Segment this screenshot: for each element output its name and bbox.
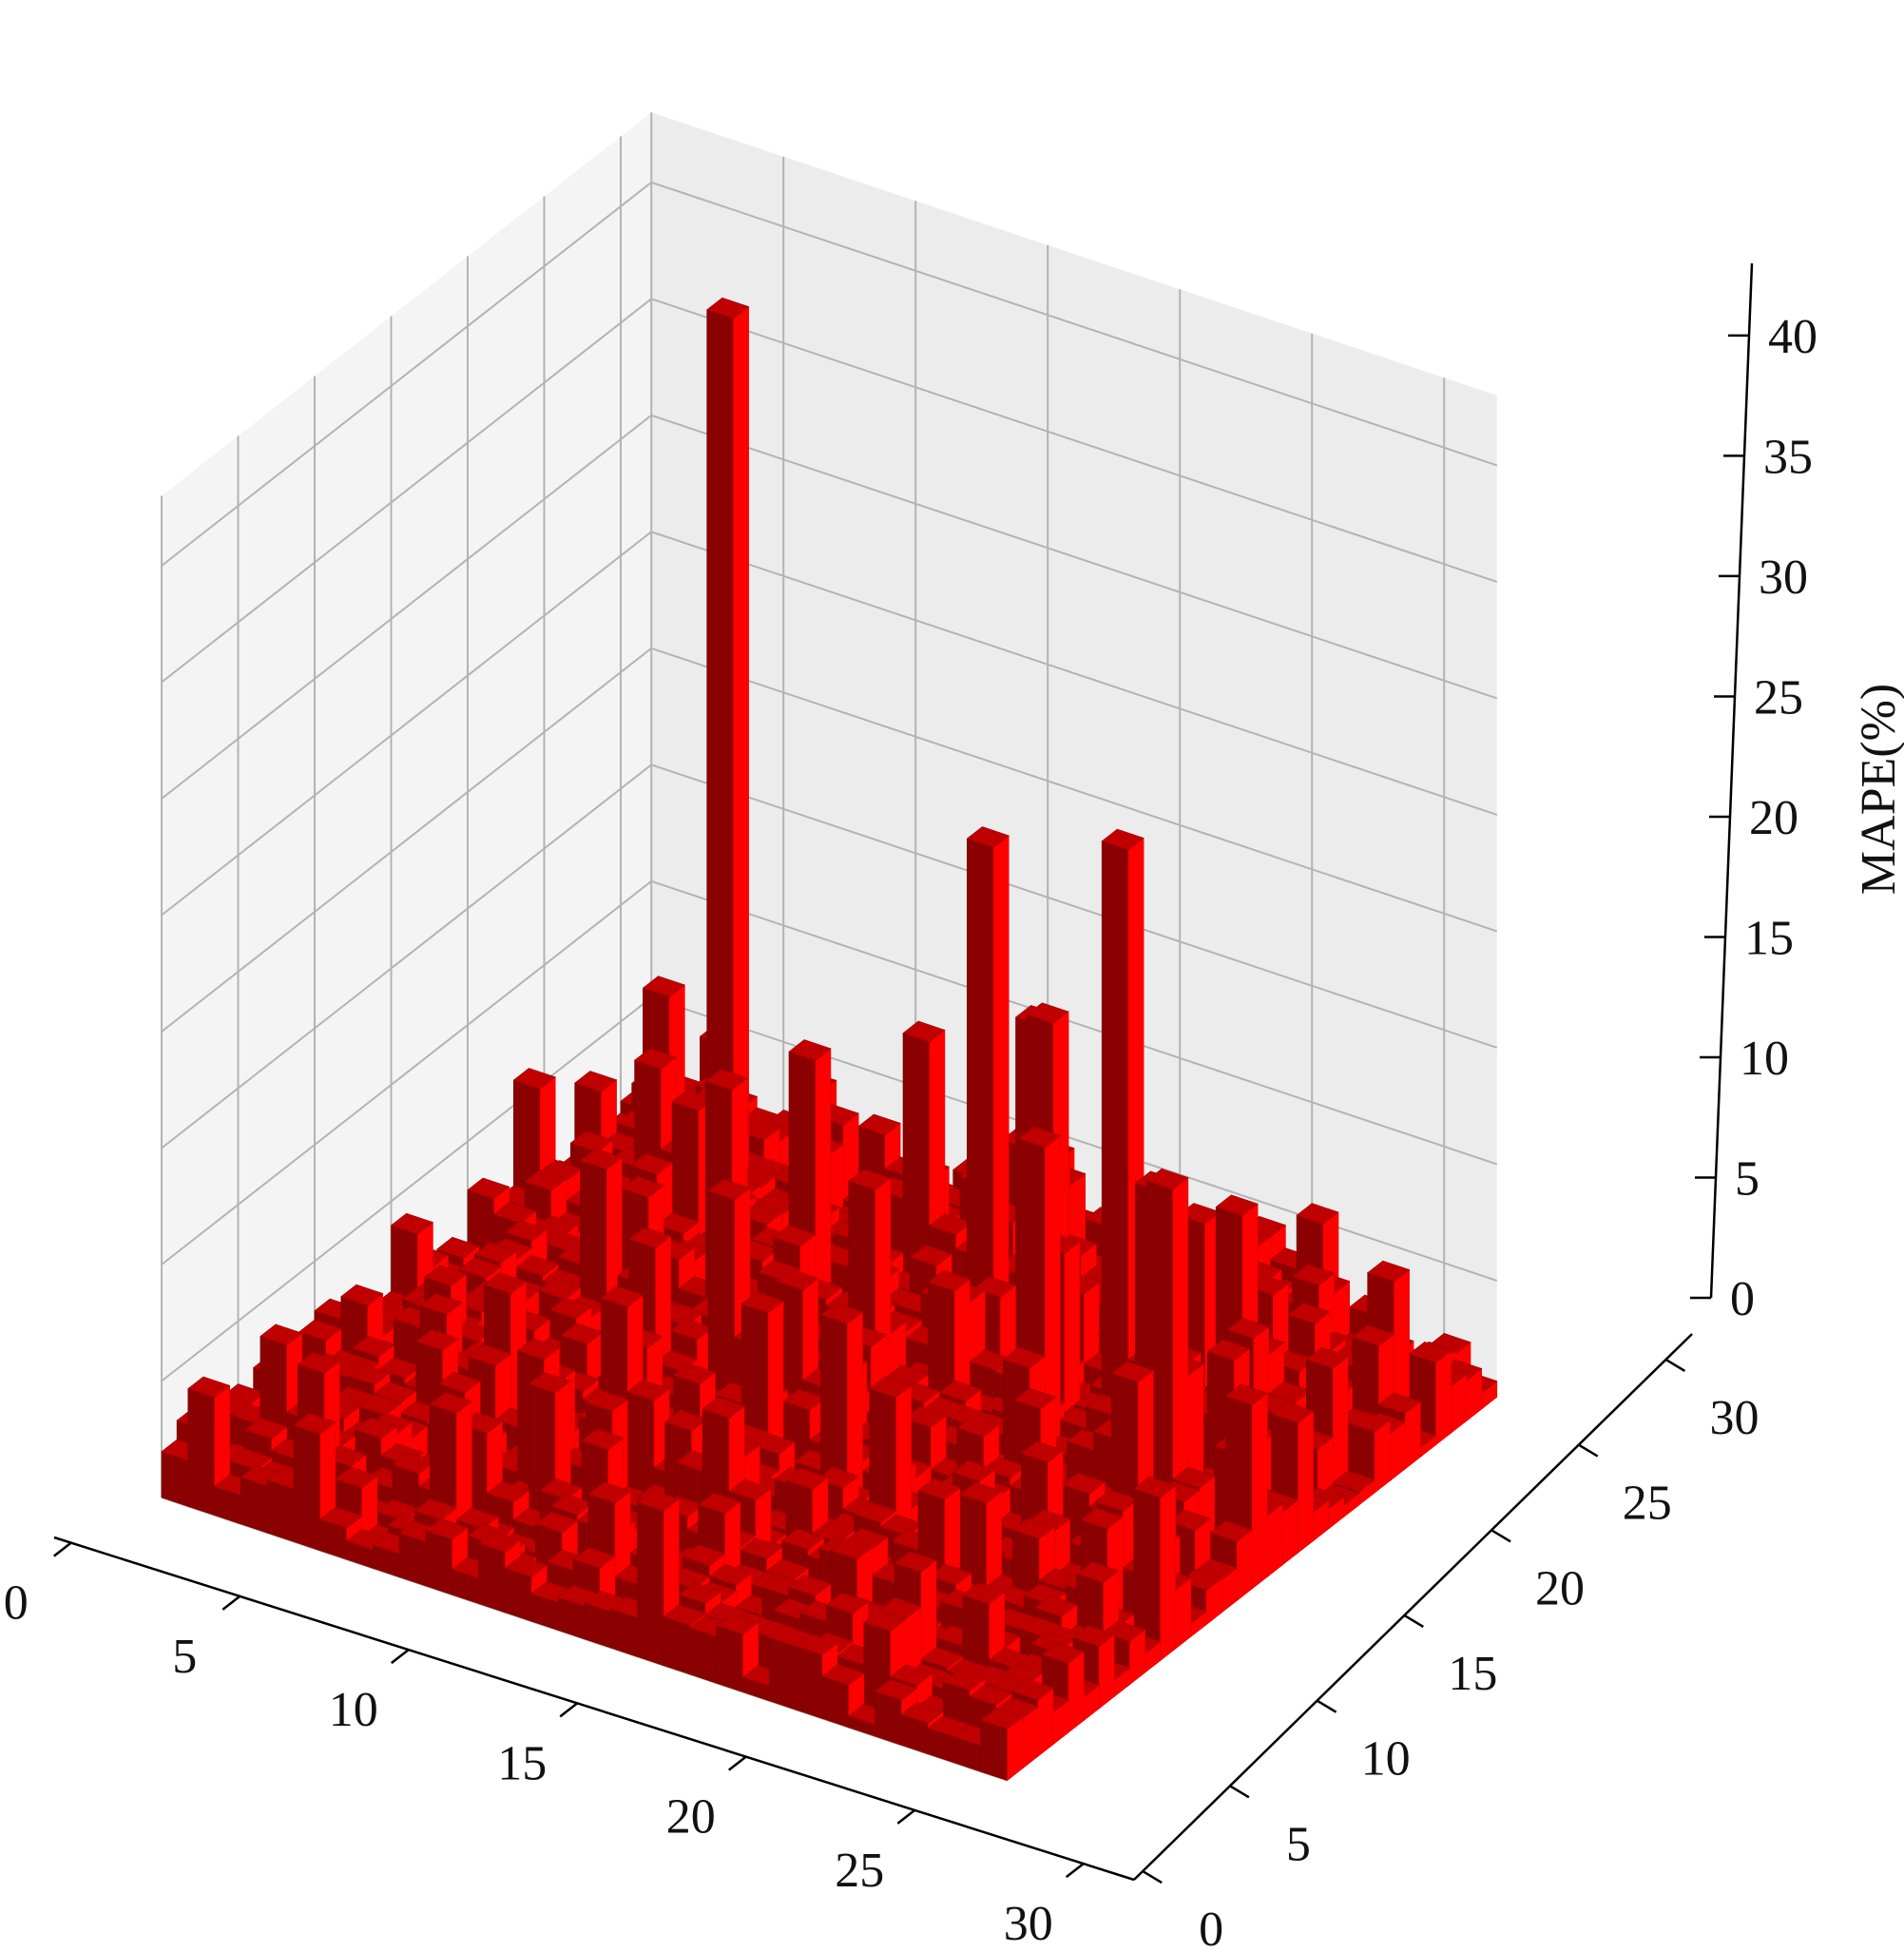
x-tick xyxy=(390,1649,410,1665)
z-axis-line xyxy=(1709,262,1754,1299)
z-axis-label: MAPE(%) xyxy=(1852,684,1904,895)
y-tick xyxy=(1142,1869,1163,1884)
x-tick-label: 25 xyxy=(835,1844,884,1898)
back-gridline-z xyxy=(650,531,1498,816)
x-tick xyxy=(1065,1863,1085,1879)
left-gridline-z xyxy=(161,182,652,567)
back-gridline-z xyxy=(650,298,1498,583)
x-tick-label: 10 xyxy=(329,1683,378,1737)
x-tick xyxy=(221,1594,241,1611)
x-tick xyxy=(727,1755,747,1771)
z-tick-label: 20 xyxy=(1749,791,1798,845)
left-gridline-z xyxy=(161,996,652,1382)
bar xyxy=(1133,1476,1177,1662)
bar xyxy=(706,297,750,1228)
y-tick-label: 20 xyxy=(1535,1561,1585,1615)
x-axis-line xyxy=(53,1536,1135,1882)
back-gridline-z xyxy=(650,763,1498,1049)
y-tick xyxy=(1403,1614,1424,1629)
z-tick-label: 25 xyxy=(1754,670,1803,725)
z-tick-label: 35 xyxy=(1763,430,1813,484)
bar xyxy=(966,826,1010,1349)
x-tick xyxy=(896,1808,916,1825)
back-gridline-z xyxy=(650,647,1498,933)
bars-group xyxy=(161,297,1498,1782)
left-gridline-z xyxy=(161,880,652,1266)
x-tick-label: 15 xyxy=(497,1736,547,1790)
z-tick-label: 40 xyxy=(1768,310,1817,364)
x-tick xyxy=(52,1541,72,1557)
y-tick xyxy=(1491,1529,1511,1543)
y-tick-label: 10 xyxy=(1361,1732,1411,1787)
left-gridline-z xyxy=(161,531,652,917)
y-tick xyxy=(1664,1358,1686,1372)
bar xyxy=(980,1708,1024,1782)
axes-group xyxy=(52,262,1754,1884)
bar xyxy=(1101,828,1144,1480)
y-tick xyxy=(1316,1699,1337,1713)
back-pane xyxy=(651,112,1497,1398)
left-gridline-z xyxy=(161,647,652,1033)
tick-labels: 0 5 10 15 20 25 30 0 5 10 15 20 25 30 0 5 10 15 20 25 30 35 40 xyxy=(4,310,1817,1952)
x-tick xyxy=(559,1702,579,1718)
z-tick-label: 10 xyxy=(1740,1032,1789,1086)
y-tick-label: 30 xyxy=(1709,1391,1759,1445)
y-tick-label: 0 xyxy=(1199,1903,1223,1952)
left-gridline-z xyxy=(161,298,652,684)
z-tick-label: 30 xyxy=(1759,551,1808,605)
back-gridline-z xyxy=(650,181,1498,467)
back-gridline-z xyxy=(650,414,1498,700)
z-tick-label: 5 xyxy=(1735,1151,1760,1206)
y-tick-label: 25 xyxy=(1623,1477,1672,1531)
x-tick-label: 30 xyxy=(1004,1897,1053,1951)
z-tick-label: 15 xyxy=(1744,911,1794,965)
y-tick-label: 15 xyxy=(1448,1647,1497,1701)
back-gridline-z xyxy=(650,996,1498,1282)
y-tick-label: 5 xyxy=(1286,1817,1311,1871)
z-tick-label: 0 xyxy=(1730,1272,1755,1326)
x-tick-label: 0 xyxy=(4,1576,29,1631)
left-gridline-z xyxy=(161,415,652,800)
left-gridline-z xyxy=(161,763,652,1150)
y-axis-line xyxy=(1133,1333,1693,1881)
x-tick-label: 20 xyxy=(666,1790,716,1845)
back-gridline-z xyxy=(650,879,1498,1166)
y-tick xyxy=(1229,1785,1250,1799)
x-tick-label: 5 xyxy=(172,1630,197,1684)
y-tick xyxy=(1578,1443,1599,1458)
